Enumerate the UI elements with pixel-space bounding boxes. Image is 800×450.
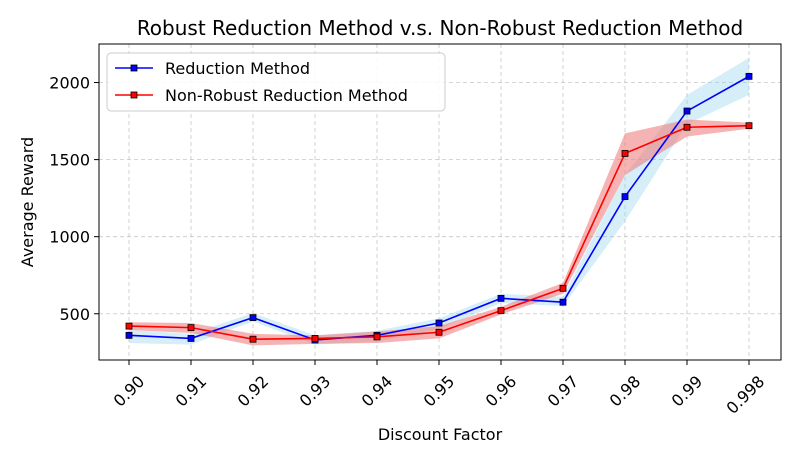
x-axis-label: Discount Factor — [378, 425, 503, 444]
x-tick-label: 0.99 — [668, 372, 707, 411]
data-point-marker — [559, 284, 567, 292]
data-point-marker — [497, 294, 505, 302]
legend: Reduction Method Non-Robust Reduction Met… — [106, 52, 446, 112]
x-tick-label: 0.93 — [296, 372, 335, 411]
data-point-marker — [745, 72, 753, 80]
legend-box — [106, 52, 446, 112]
x-tick-label: 0.98 — [606, 372, 645, 411]
data-point-marker — [187, 324, 195, 332]
data-point-marker — [683, 123, 691, 131]
y-axis-label: Average Reward — [18, 137, 37, 267]
data-point-marker — [621, 150, 629, 157]
series-lines — [125, 72, 753, 344]
data-point-marker — [497, 307, 505, 315]
confidence-bands — [129, 57, 749, 346]
data-point-marker — [373, 333, 381, 341]
data-point-marker — [125, 322, 133, 330]
confidence-band-reduction — [129, 57, 749, 345]
y-tick-label: 1000 — [49, 228, 90, 247]
x-tick-label: 0.95 — [420, 372, 459, 411]
legend-label: Reduction Method — [165, 59, 310, 78]
x-tick-label: 0.90 — [110, 372, 149, 411]
plot-frame — [98, 43, 782, 361]
chart-title: Robust Reduction Method v.s. Non-Robust … — [137, 16, 743, 40]
data-point-marker — [745, 122, 753, 130]
legend-marker — [130, 91, 138, 99]
legend-marker — [130, 64, 138, 72]
x-tick-label: 0.97 — [544, 372, 583, 411]
data-point-marker — [435, 328, 443, 336]
data-point-marker — [435, 319, 443, 327]
y-tick-label: 500 — [59, 305, 90, 324]
data-point-marker — [249, 314, 257, 322]
tick-labels: 0.90 0.91 0.92 0.93 0.94 0.95 0.96 0.97 0.98 0.99… — [49, 74, 768, 418]
x-tick-label: 0.94 — [358, 372, 397, 411]
x-tick-label: 0.998 — [722, 372, 768, 418]
x-tick-label: 0.96 — [482, 372, 521, 411]
data-point-marker — [187, 335, 195, 342]
x-tick-label: 0.92 — [234, 372, 273, 411]
data-point-marker — [621, 193, 629, 201]
data-point-marker — [559, 298, 567, 306]
y-tick-label: 2000 — [49, 74, 90, 93]
x-tick-label: 0.91 — [172, 372, 211, 411]
legend-label: Non-Robust Reduction Method — [165, 86, 408, 105]
data-point-marker — [249, 335, 257, 343]
data-point-marker — [311, 335, 319, 342]
data-point-marker — [125, 331, 133, 339]
y-tick-label: 1500 — [49, 151, 90, 170]
axes — [94, 43, 782, 365]
data-point-marker — [683, 107, 691, 115]
